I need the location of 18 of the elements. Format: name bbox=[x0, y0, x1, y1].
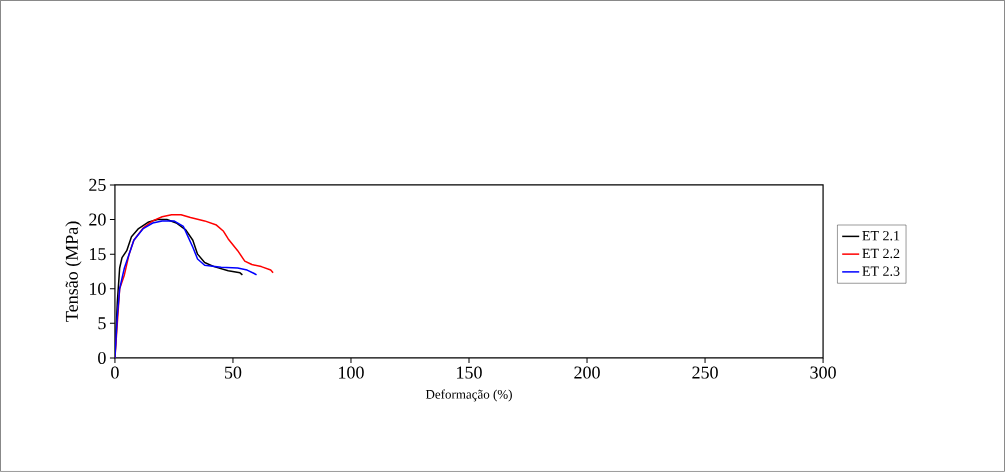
x-tick-label: 0 bbox=[111, 366, 119, 379]
legend-label: ET 2.2 bbox=[862, 248, 900, 259]
x-tick-label: 100 bbox=[339, 366, 364, 379]
x-tick-label: 300 bbox=[810, 366, 836, 379]
y-tick-label: 0 bbox=[98, 351, 106, 365]
legend-label: ET 2.3 bbox=[862, 266, 900, 277]
x-tick-label: 50 bbox=[225, 366, 242, 379]
y-axis-title: Tensão (MPa) bbox=[65, 221, 82, 322]
x-tick-label: 150 bbox=[457, 366, 482, 379]
y-tick-label: 5 bbox=[98, 317, 106, 330]
y-tick-label: 15 bbox=[89, 248, 106, 261]
y-tick-label: 10 bbox=[89, 282, 106, 295]
x-tick-label: 200 bbox=[574, 366, 600, 379]
legend-label: ET 2.1 bbox=[862, 231, 900, 241]
y-tick-label: 25 bbox=[89, 178, 106, 192]
y-tick-label: 20 bbox=[89, 213, 106, 226]
x-tick-label: 250 bbox=[692, 366, 718, 379]
x-axis-title: Deformação (%) bbox=[425, 389, 512, 402]
